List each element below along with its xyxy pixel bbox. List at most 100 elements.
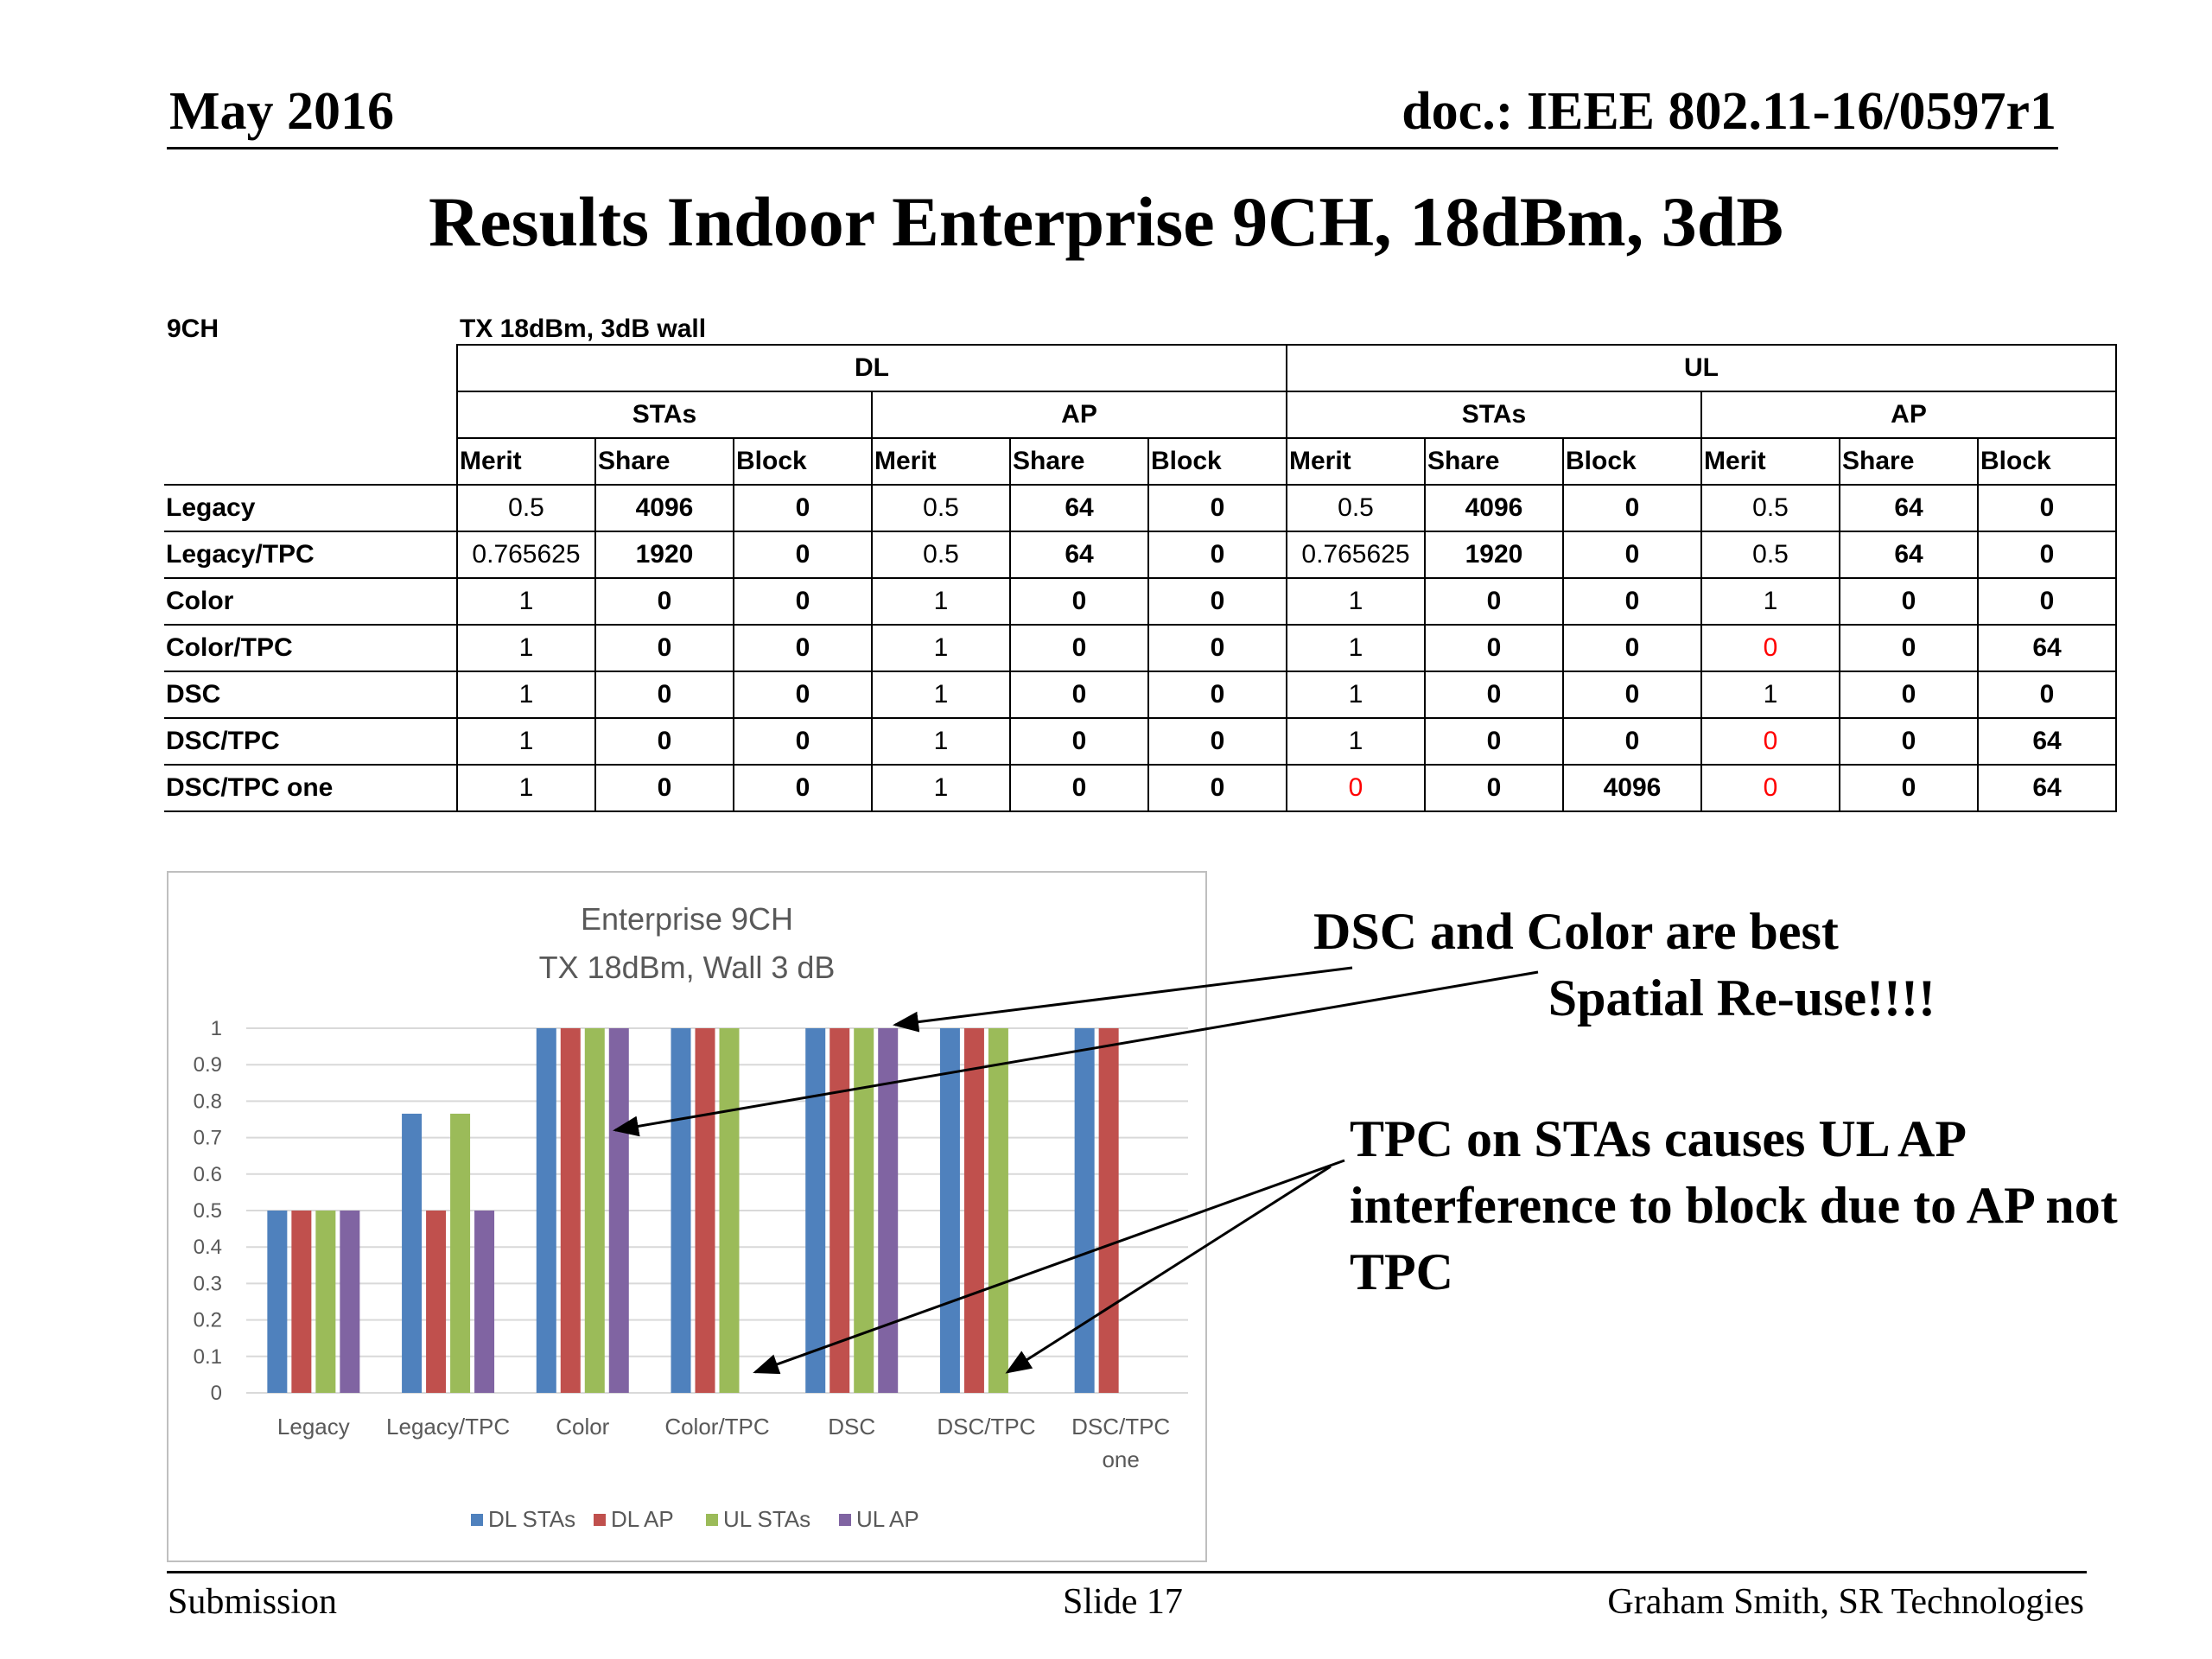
table-cell: 1 <box>456 764 596 812</box>
table-cell: 0.5 <box>871 531 1011 579</box>
column-header: Share <box>1424 437 1564 486</box>
column-header: Block <box>1562 437 1702 486</box>
table-cell: 0 <box>1147 624 1287 672</box>
bar-dl-stas <box>536 1028 556 1393</box>
table-label-channels: 9CH <box>167 315 219 343</box>
y-tick-label: 0.7 <box>194 1127 222 1150</box>
table-cell: 1 <box>456 717 596 766</box>
footer-rule <box>167 1571 2087 1573</box>
header-rule <box>167 147 2058 149</box>
table-cell: 0 <box>594 624 734 672</box>
table-cell: 0 <box>594 717 734 766</box>
bar-dl-ap <box>291 1211 312 1393</box>
legend-label: UL AP <box>856 1506 919 1532</box>
table-cell: 0 <box>1839 577 1979 626</box>
chart-panel: Enterprise 9CH TX 18dBm, Wall 3 dB 0 0.1 0.2… <box>167 871 1207 1562</box>
table-cell: 0.765625 <box>1286 531 1426 579</box>
table-cell: 1 <box>1700 577 1840 626</box>
bar-ul-stas <box>450 1113 471 1393</box>
table-cell: 1 <box>1286 717 1426 766</box>
table-row: DSC 1 0 0 1 0 0 1 0 0 1 0 0 <box>164 671 2117 719</box>
table-cell: 0 <box>733 624 873 672</box>
legend-label: DL AP <box>611 1506 674 1532</box>
bar-ul-stas <box>315 1211 336 1393</box>
table-cell: 4096 <box>1562 764 1702 812</box>
table-cell: 1 <box>456 577 596 626</box>
table-cell: 64 <box>1009 531 1149 579</box>
y-tick-label: 0.5 <box>194 1199 222 1223</box>
bar-dl-stas <box>805 1028 826 1393</box>
table-cell: 0 <box>1839 717 1979 766</box>
y-tick-label: 0.8 <box>194 1090 222 1113</box>
table-row: DSC/TPC one 1 0 0 1 0 0 0 0 4096 0 0 64 <box>164 764 2117 812</box>
footer-author: Graham Smith, SR Technologies <box>1607 1582 2084 1622</box>
legend-label: UL STAs <box>723 1506 810 1532</box>
callout-best-reuse-line2: Spatial Re-use!!!! <box>1548 969 1936 1027</box>
x-tick-label: DSC/TPC <box>1071 1414 1170 1440</box>
table-cell: 0.5 <box>456 484 596 532</box>
table-cell: 1 <box>1286 577 1426 626</box>
table-cell: 0 <box>1977 531 2117 579</box>
table-cell: 0.5 <box>1286 484 1426 532</box>
table-cell: 0 <box>1147 531 1287 579</box>
bar-dl-stas <box>402 1113 423 1393</box>
table-cell: 0 <box>1009 671 1149 719</box>
table-cell: 1 <box>1286 624 1426 672</box>
table-cell: 0 <box>1147 717 1287 766</box>
table-cell: 0 <box>1009 624 1149 672</box>
table-cell: 0 <box>733 671 873 719</box>
legend-swatch <box>706 1514 718 1526</box>
table-cell: 0 <box>1147 484 1287 532</box>
column-header: Share <box>1839 437 1979 486</box>
table-cell: 4096 <box>1424 484 1564 532</box>
table-cell: 1 <box>871 671 1011 719</box>
legend-swatch <box>839 1514 851 1526</box>
y-tick-label: 0.1 <box>194 1345 222 1369</box>
table-cell: 0.765625 <box>456 531 596 579</box>
y-tick-label: 0.6 <box>194 1163 222 1186</box>
table-cell: 0 <box>1839 671 1979 719</box>
table-cell: 0 <box>1286 764 1426 812</box>
chart-title: Enterprise 9CH <box>581 901 793 937</box>
legend-label: DL STAs <box>488 1506 575 1532</box>
y-tick-label: 0.2 <box>194 1309 222 1332</box>
header-date: May 2016 <box>169 82 395 141</box>
row-label: Color <box>164 577 458 626</box>
bar-chart: Enterprise 9CH TX 18dBm, Wall 3 dB 0 0.1 0.2… <box>194 901 1188 1532</box>
table-cell: 0 <box>1147 671 1287 719</box>
table-cell: 1 <box>871 717 1011 766</box>
table-cell: 4096 <box>594 484 734 532</box>
bar-ul-stas <box>854 1028 874 1393</box>
x-tick-label: one <box>1102 1446 1139 1472</box>
table-row: Color 1 0 0 1 0 0 1 0 0 1 0 0 <box>164 577 2117 626</box>
table-cell: 0 <box>1424 577 1564 626</box>
table-cell: 0 <box>594 671 734 719</box>
table-cell: 64 <box>1009 484 1149 532</box>
table-cell: 64 <box>1977 764 2117 812</box>
bar-ul-stas <box>584 1028 605 1393</box>
table-cell: 1920 <box>1424 531 1564 579</box>
footer-submission: Submission <box>168 1582 338 1622</box>
x-tick-label: Color <box>556 1414 609 1440</box>
column-header: Merit <box>1286 437 1426 486</box>
table-cell: 64 <box>1839 531 1979 579</box>
table-cell: 0 <box>1424 624 1564 672</box>
callout-best-reuse: DSC and Color are best Spatial Re-use!!!… <box>1313 899 1953 1032</box>
column-header: Merit <box>456 437 596 486</box>
column-header: Block <box>733 437 873 486</box>
subgroup-header-dl-stas: STAs <box>456 391 873 439</box>
table-cell: 0 <box>733 577 873 626</box>
x-tick-label: Legacy <box>277 1414 350 1440</box>
column-header: Merit <box>1700 437 1840 486</box>
bar-dl-ap <box>695 1028 715 1393</box>
table-cell: 0 <box>1977 671 2117 719</box>
table-cell: 0 <box>1562 531 1702 579</box>
bar-dl-stas <box>267 1211 288 1393</box>
legend-swatch <box>594 1514 606 1526</box>
table-cell: 0 <box>733 484 873 532</box>
table-cell: 0 <box>1562 577 1702 626</box>
table-cell: 0 <box>733 531 873 579</box>
table-label-tx: TX 18dBm, 3dB wall <box>460 315 707 343</box>
table-cell: 0 <box>1009 577 1149 626</box>
table-cell: 0 <box>1562 624 1702 672</box>
